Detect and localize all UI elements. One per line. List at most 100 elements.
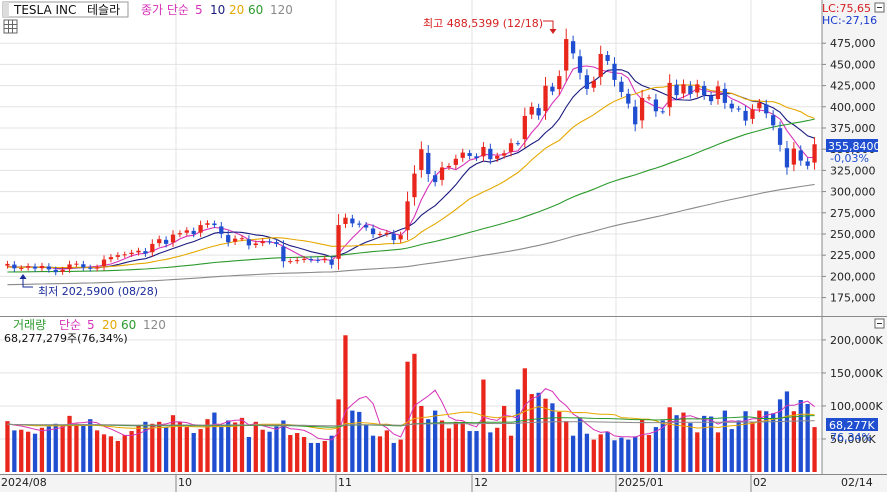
candle-body [67,264,72,270]
volume-bar [577,418,583,472]
candle-body [94,267,100,269]
candle-body [702,85,707,96]
candle-body [322,258,327,261]
candle-body [81,264,86,268]
candle-body [798,150,803,161]
candle-body [143,251,148,254]
candle-body [695,84,700,93]
candle-body [219,226,224,234]
price-tick-label: 400,000 [830,101,876,114]
candle-body [598,53,603,77]
candle-body [495,155,500,159]
candle-body [295,260,300,262]
volume-bar [639,419,645,472]
volume-bar [598,434,603,472]
volume-bar [384,430,389,472]
last-change-value: -0,03% [830,152,869,165]
candle-body [412,173,417,198]
ma-60-line [7,118,815,273]
candle-body [784,148,790,168]
volume-bar [288,435,293,472]
candle-body [19,267,24,269]
volume-bar [798,400,803,472]
volume-bar [626,439,631,472]
volume-bar [660,420,665,472]
volume-ma-60-label: 60 [121,318,136,332]
x-axis: 2024/08 10 11 12 2025/01 02 02/14 [1,474,873,492]
grid-toggle-icon[interactable] [3,19,18,34]
symbol-name: TESLA INC [13,3,76,17]
volume-bar [764,411,769,472]
candle-body [384,232,389,234]
candle-body [667,82,672,108]
volume-bar [405,361,410,472]
indicator-label: 종가 단순 [141,3,189,17]
candle-body [729,103,734,109]
candle-body [481,146,486,157]
candle-body [177,233,183,235]
volume-bar [81,424,86,472]
volume-bar [19,429,24,472]
volume-bar [784,391,790,472]
volume-bar [536,392,541,472]
candle-body [626,93,631,104]
candle-body [584,75,590,89]
volume-bar [619,437,624,472]
volume-bar [708,416,714,472]
price-tick-label: 275,000 [830,207,876,220]
volume-bar [281,420,286,472]
candle-body [439,167,445,180]
volume-bar [94,430,100,472]
high-arrow [543,20,554,31]
price-moving-averages [7,65,815,286]
volume-title: 거래량 [13,318,46,332]
volume-bar [150,423,155,472]
candle-body [777,128,783,145]
candle-body [253,243,258,246]
candle-body [239,238,245,240]
low-annotation: 최저 202,5900 (08/28) [38,285,158,298]
candle-body [764,104,769,114]
candle-body [260,241,265,244]
price-y-axis: 175,000 200,000 225,000 250,000 275,000 300,0… [822,37,876,305]
candle-body [274,242,279,244]
volume-bar [474,431,479,472]
candle-body [122,254,127,256]
volume-bar [267,431,272,472]
candle-body [633,106,638,125]
ma-5-label: 5 [195,3,203,17]
candle-body [32,266,38,269]
candle-body [426,152,431,175]
candle-body [301,258,307,260]
candle-body [336,225,341,259]
volume-tick-label: 150,000K [830,367,883,380]
candle-body [370,228,376,235]
candle-body [150,243,155,253]
volume-bar [653,427,659,472]
volume-bar [633,436,638,472]
symbol-dropdown-handle[interactable] [3,2,9,17]
candle-body [646,97,652,99]
volume-bar [674,415,679,472]
price-tick-label: 475,000 [830,37,876,50]
candle-body [329,259,334,265]
candle-body [453,158,458,165]
candle-body [53,269,58,273]
price-panel-toggle-icon[interactable] [874,2,885,13]
candle-body [750,109,755,119]
volume-bar [702,415,707,472]
candle-body [357,223,362,225]
candle-body [419,149,424,170]
volume-bar [495,427,500,472]
candle-body [460,152,465,158]
ma-60-label: 60 [248,3,263,17]
volume-bar [115,440,120,472]
volume-panel-toggle-icon[interactable] [874,318,885,329]
candle-body [433,175,438,183]
volume-y-axis: 50,000K 100,000K 150,000K 200,000K [822,334,883,446]
volume-bar [419,405,424,472]
volume-bar [336,399,341,472]
price-axis-background [822,0,887,492]
volume-moving-averages [7,388,815,441]
price-tick-label: 325,000 [830,164,876,177]
